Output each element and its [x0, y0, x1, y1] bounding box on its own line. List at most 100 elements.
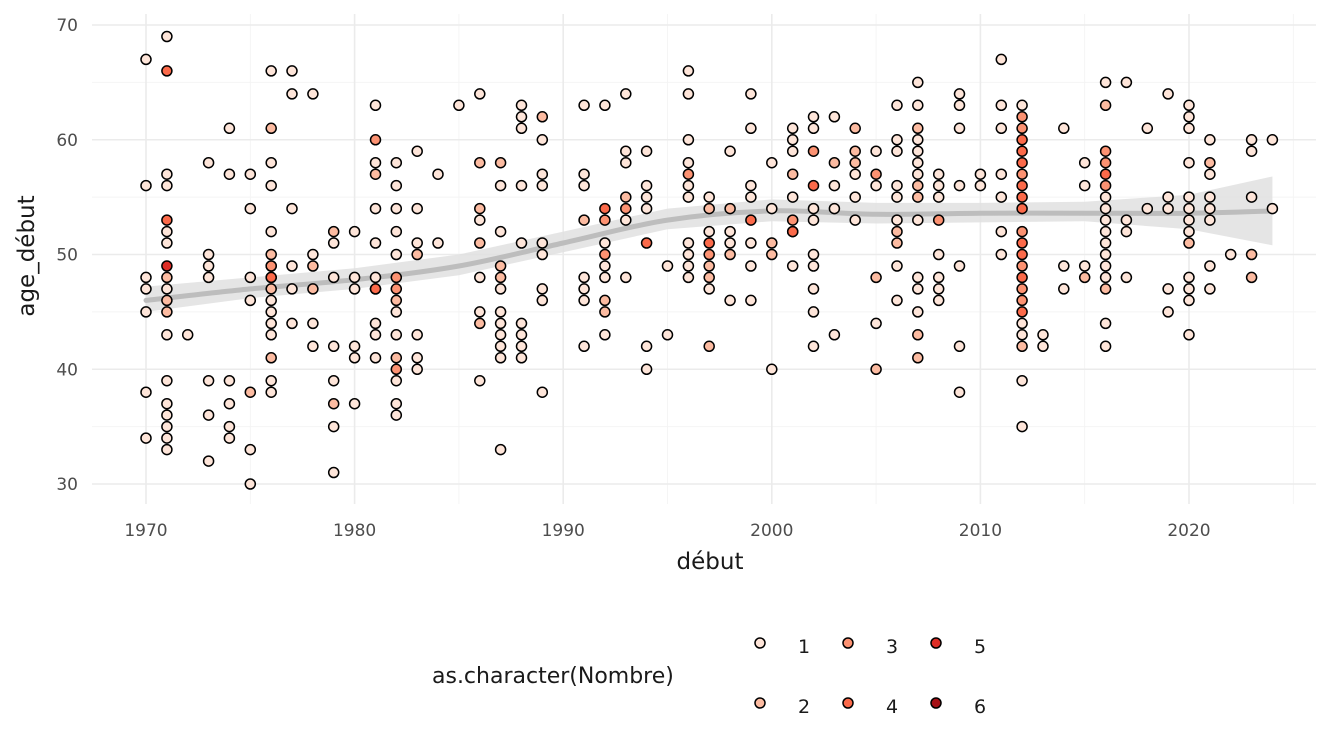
data-point — [1016, 122, 1028, 135]
data-point — [327, 466, 340, 479]
data-point — [912, 145, 924, 157]
x-tick-label: 1980 — [333, 521, 376, 541]
data-point — [682, 65, 695, 77]
data-point — [745, 294, 757, 307]
data-point — [494, 329, 507, 341]
data-point — [161, 65, 173, 77]
data-point — [578, 179, 590, 192]
data-point — [599, 237, 611, 249]
data-point — [578, 340, 590, 353]
data-point — [828, 156, 841, 169]
data-point — [724, 202, 736, 215]
data-point — [1078, 271, 1091, 284]
data-point — [202, 374, 215, 387]
data-point — [1162, 283, 1174, 295]
data-point — [1099, 214, 1112, 226]
data-point — [140, 271, 152, 284]
data-point — [265, 225, 277, 238]
data-point — [494, 352, 507, 364]
data-point — [1016, 145, 1028, 157]
data-point — [265, 294, 277, 307]
legend-item-5: 5 — [930, 636, 986, 658]
data-point — [1058, 122, 1070, 135]
data-point — [891, 99, 903, 112]
data-point — [1099, 179, 1112, 192]
data-point — [286, 202, 298, 215]
legend-label: 3 — [886, 636, 898, 658]
data-point — [1204, 156, 1216, 169]
data-point — [995, 191, 1008, 203]
legend-label: 4 — [886, 696, 898, 718]
data-point — [161, 30, 173, 43]
data-point — [494, 179, 507, 192]
data-point — [140, 432, 152, 444]
data-point — [1016, 260, 1028, 272]
data-point — [369, 202, 382, 215]
data-point — [1141, 202, 1154, 215]
data-point — [891, 237, 903, 249]
data-point — [1224, 248, 1237, 261]
data-point — [244, 478, 257, 490]
data-point — [912, 76, 924, 89]
data-point — [1099, 248, 1112, 261]
data-point — [1099, 145, 1112, 157]
data-point — [1037, 340, 1049, 353]
data-point — [912, 214, 924, 226]
data-point — [745, 237, 757, 249]
data-point — [1099, 260, 1112, 272]
data-point — [1204, 191, 1216, 203]
data-point — [932, 168, 945, 180]
legend: as.character(Nombre) 1 2 3 4 5 6 — [432, 636, 986, 718]
data-point — [1245, 145, 1258, 157]
data-point — [348, 271, 361, 284]
data-point — [682, 248, 695, 261]
data-point — [1016, 248, 1028, 261]
data-point — [286, 283, 298, 295]
data-point — [766, 156, 778, 169]
data-point — [807, 283, 820, 295]
data-point — [265, 156, 277, 169]
data-point — [1141, 122, 1154, 135]
data-point — [1016, 317, 1028, 330]
data-point — [1016, 168, 1028, 180]
data-point — [912, 191, 924, 203]
data-point — [974, 168, 987, 180]
data-point — [786, 145, 799, 157]
data-point — [599, 214, 611, 226]
data-point — [1099, 340, 1112, 353]
data-point — [1016, 237, 1028, 249]
data-point — [474, 202, 486, 215]
data-point — [953, 99, 966, 112]
data-point — [536, 237, 549, 249]
data-point — [703, 260, 715, 272]
data-point — [369, 329, 382, 341]
data-point — [536, 283, 549, 295]
x-tick-label: 2010 — [959, 521, 1002, 541]
data-point — [807, 248, 820, 261]
data-point — [828, 202, 841, 215]
data-point — [1204, 168, 1216, 180]
data-point — [515, 237, 528, 249]
data-point — [223, 168, 236, 180]
data-point — [515, 111, 528, 123]
data-point — [161, 374, 173, 387]
data-point — [786, 122, 799, 135]
data-point — [1162, 88, 1174, 100]
data-point — [912, 329, 924, 341]
y-tick-label: 40 — [56, 360, 78, 380]
data-point — [932, 271, 945, 284]
data-point — [140, 179, 152, 192]
data-point — [327, 271, 340, 284]
data-point — [599, 202, 611, 215]
data-point — [265, 329, 277, 341]
data-point — [223, 420, 236, 433]
data-point — [515, 317, 528, 330]
data-point — [1183, 202, 1195, 215]
data-point — [953, 88, 966, 100]
data-point — [390, 352, 403, 364]
data-point — [891, 294, 903, 307]
axis-ticks: 1970 1980 1990 2000 2010 2020 30 40 50 60 70 — [56, 16, 1210, 541]
data-point — [265, 179, 277, 192]
legend-key — [754, 637, 766, 649]
data-point — [161, 329, 173, 341]
